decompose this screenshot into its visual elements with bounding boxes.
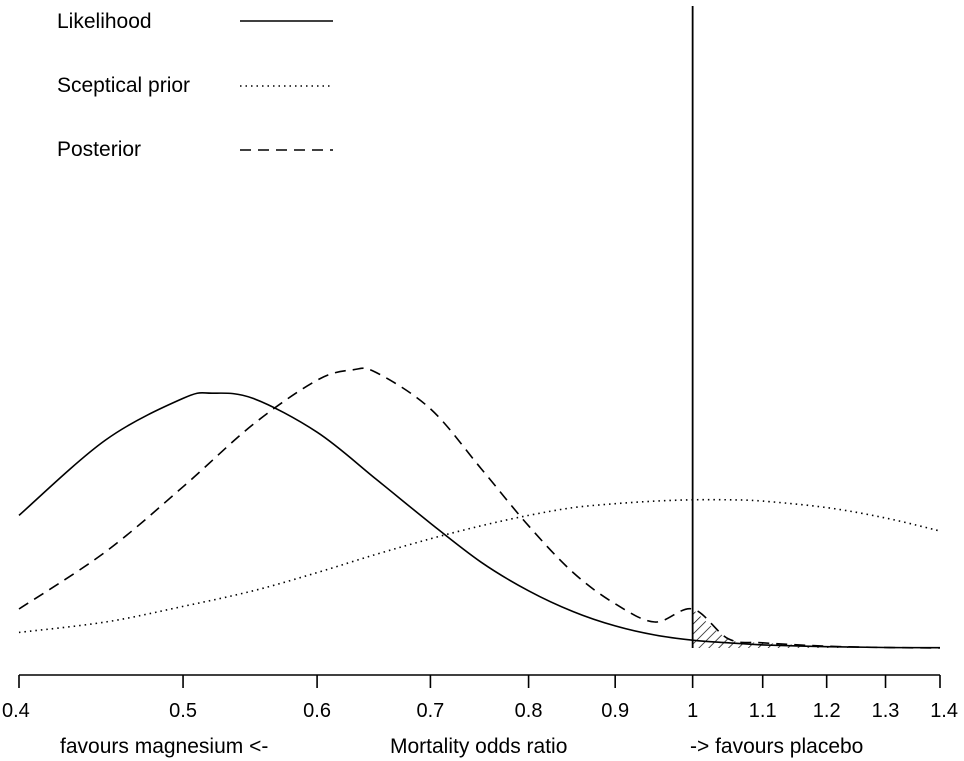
x-tick-label: 1 — [687, 700, 698, 722]
x-tick-label: 0.6 — [303, 700, 331, 722]
x-tick-label: 0.4 — [2, 700, 30, 722]
legend-label-likelihood: Likelihood — [57, 10, 152, 33]
x-tick-label: 1.3 — [872, 700, 900, 722]
x-tick-label: 0.7 — [417, 700, 445, 722]
posterior-shaded-region — [692, 609, 940, 648]
x-axis-ticks: 0.4 0.5 0.6 0.7 0.8 0.9 1 1.1 1.2 1.3 1.4 — [2, 675, 958, 722]
legend-label-posterior: Posterior — [57, 138, 141, 161]
annotation-favours-placebo: -> favours placebo — [690, 735, 863, 758]
series-posterior-line — [18, 367, 941, 649]
x-tick-label: 0.9 — [601, 700, 629, 722]
series-likelihood-line — [18, 391, 941, 649]
x-axis-label: Mortality odds ratio — [390, 735, 567, 758]
x-tick-label: 1.2 — [813, 700, 841, 722]
x-tick-label: 0.8 — [515, 700, 543, 722]
legend: Likelihood Sceptical prior Posterior — [57, 10, 333, 161]
x-tick-label: 0.5 — [169, 700, 197, 722]
series-sceptical-prior-line — [18, 498, 941, 634]
legend-label-sceptical-prior: Sceptical prior — [57, 74, 190, 97]
plot-area — [18, 6, 941, 649]
annotation-favours-magnesium: favours magnesium <- — [60, 735, 268, 758]
x-tick-label: 1.1 — [749, 700, 777, 722]
x-tick-label: 1.4 — [930, 700, 958, 722]
